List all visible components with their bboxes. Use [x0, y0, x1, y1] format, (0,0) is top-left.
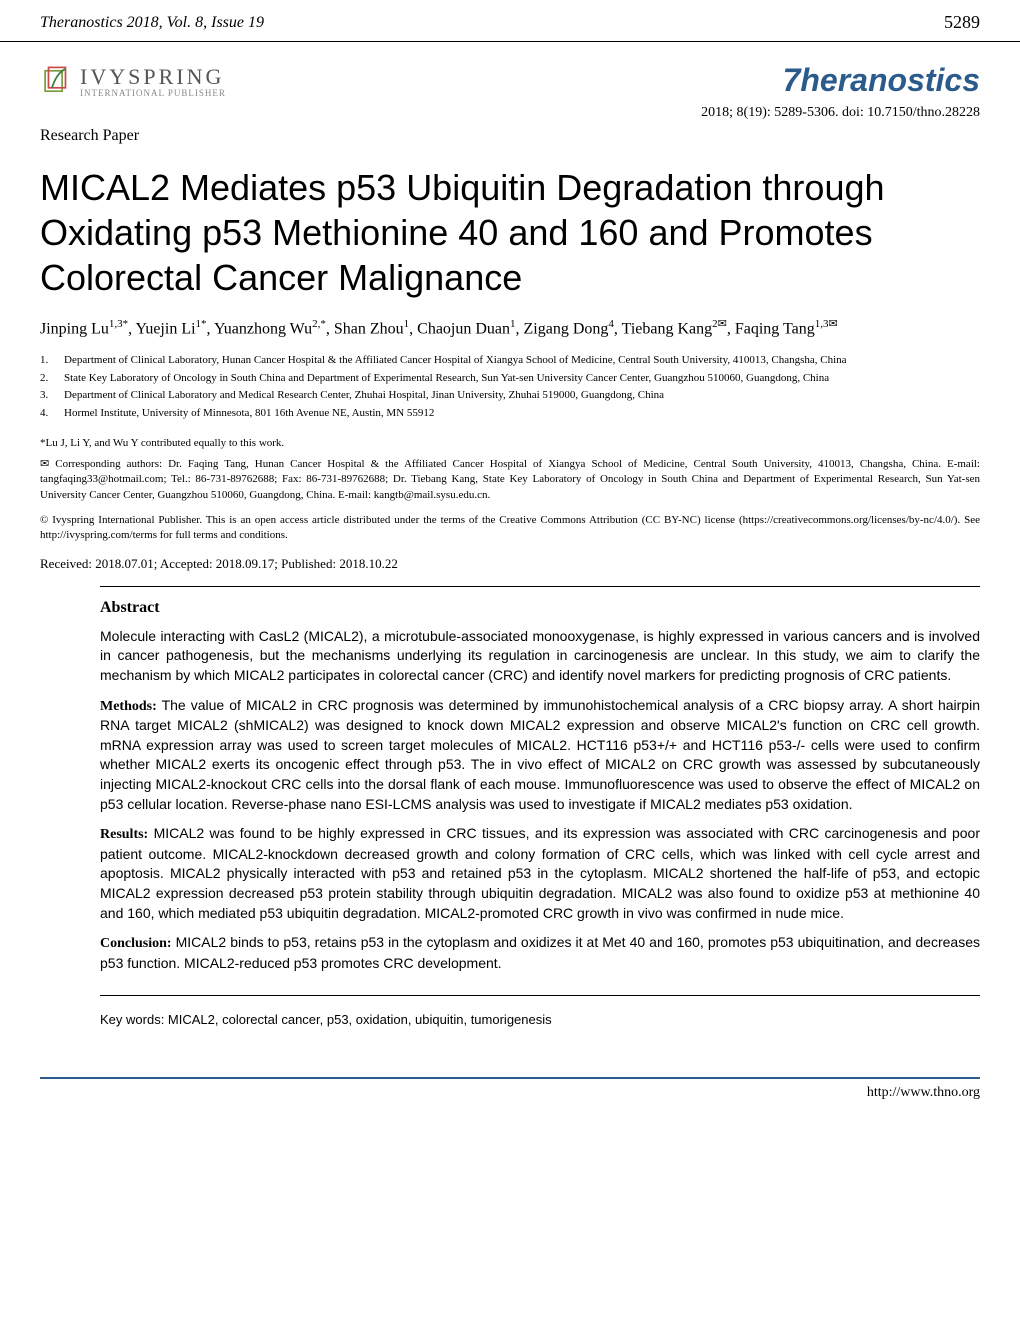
- methods-label: Methods:: [100, 699, 157, 714]
- affiliation-item: 3. Department of Clinical Laboratory and…: [40, 388, 980, 403]
- journal-logo: 7heranostics: [783, 62, 980, 99]
- affiliation-item: 1. Department of Clinical Laboratory, Hu…: [40, 353, 980, 368]
- abstract-intro: Molecule interacting with CasL2 (MICAL2)…: [100, 627, 980, 686]
- corresponding-authors: ✉ Corresponding authors: Dr. Faqing Tang…: [0, 457, 1020, 513]
- affiliation-item: 2. State Key Laboratory of Oncology in S…: [40, 371, 980, 386]
- article-title: MICAL2 Mediates p53 Ubiquitin Degradatio…: [0, 155, 1020, 316]
- affiliation-number: 4.: [40, 406, 54, 421]
- citation-doi: 2018; 8(19): 5289-5306. doi: 10.7150/thn…: [0, 105, 1020, 127]
- publisher-block: IVYSPRING INTERNATIONAL PUBLISHER: [40, 64, 226, 98]
- affiliation-item: 4. Hormel Institute, University of Minne…: [40, 406, 980, 421]
- methods-text: The value of MICAL2 in CRC prognosis was…: [100, 697, 980, 812]
- affiliation-text: Department of Clinical Laboratory and Me…: [64, 388, 664, 403]
- affiliation-number: 1.: [40, 353, 54, 368]
- publication-dates: Received: 2018.07.01; Accepted: 2018.09.…: [0, 552, 1020, 586]
- results-text: MICAL2 was found to be highly expressed …: [100, 825, 980, 920]
- affiliation-number: 3.: [40, 388, 54, 403]
- journal-logo-prefix: 7: [783, 62, 801, 98]
- affiliation-text: State Key Laboratory of Oncology in Sout…: [64, 371, 829, 386]
- conclusion-text: MICAL2 binds to p53, retains p53 in the …: [100, 934, 980, 971]
- license-statement: © Ivyspring International Publisher. Thi…: [0, 513, 1020, 552]
- affiliations: 1. Department of Clinical Laboratory, Hu…: [0, 353, 1020, 433]
- ivyspring-logo-icon: [40, 64, 74, 98]
- abstract-conclusion: Conclusion: MICAL2 binds to p53, retains…: [100, 933, 980, 973]
- publisher-name: IVYSPRING: [80, 64, 226, 90]
- affiliation-number: 2.: [40, 371, 54, 386]
- abstract-block: Abstract Molecule interacting with CasL2…: [100, 586, 980, 997]
- running-header: Theranostics 2018, Vol. 8, Issue 19 5289: [0, 0, 1020, 42]
- journal-logo-text: heranostics: [800, 62, 980, 98]
- abstract-results: Results: MICAL2 was found to be highly e…: [100, 824, 980, 923]
- publisher-subtitle: INTERNATIONAL PUBLISHER: [80, 88, 226, 98]
- publisher-row: IVYSPRING INTERNATIONAL PUBLISHER 7heran…: [0, 42, 1020, 105]
- author-list: Jinping Lu1,3*, Yuejin Li1*, Yuanzhong W…: [0, 316, 1020, 353]
- page-number: 5289: [944, 12, 980, 33]
- equal-contribution-note: *Lu J, Li Y, and Wu Y contributed equall…: [0, 433, 1020, 457]
- abstract-methods: Methods: The value of MICAL2 in CRC prog…: [100, 696, 980, 815]
- keywords: Key words: MICAL2, colorectal cancer, p5…: [100, 1012, 980, 1047]
- abstract-heading: Abstract: [100, 599, 980, 617]
- footer-bar: http://www.thno.org: [40, 1077, 980, 1115]
- affiliation-text: Department of Clinical Laboratory, Hunan…: [64, 353, 847, 368]
- results-label: Results:: [100, 827, 148, 842]
- paper-type: Research Paper: [0, 127, 1020, 155]
- footer-url: http://www.thno.org: [867, 1085, 980, 1100]
- journal-reference: Theranostics 2018, Vol. 8, Issue 19: [40, 14, 264, 32]
- conclusion-label: Conclusion:: [100, 936, 172, 951]
- affiliation-text: Hormel Institute, University of Minnesot…: [64, 406, 434, 421]
